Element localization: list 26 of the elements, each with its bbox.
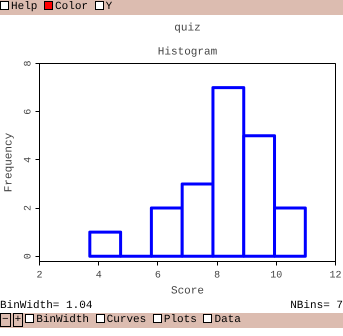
text: Data <box>214 314 241 326</box>
chart-title: quiz <box>174 22 201 34</box>
y-tick-label: 8 <box>24 60 34 66</box>
y-tick-label: 4 <box>24 156 34 163</box>
button: − <box>0 313 11 327</box>
text: Y <box>106 1 112 13</box>
text: BinWidth= 1.04 <box>0 300 92 313</box>
y-tick-label: 2 <box>24 205 34 212</box>
text: BinWidth <box>36 314 90 326</box>
x-tick-label: 4 <box>96 270 102 282</box>
x-tick-label: 10 <box>270 270 282 282</box>
text: Plots <box>164 314 197 326</box>
chart-subtitle: Histogram <box>158 46 218 58</box>
x-tick-label: 6 <box>154 270 161 282</box>
y-tick-label: 0 <box>24 253 34 260</box>
x-tick-label: 8 <box>214 270 220 282</box>
x-axis-title: Score <box>170 286 204 298</box>
x-tick-label: 12 <box>330 270 342 282</box>
text: Curves <box>106 314 146 326</box>
text: Color <box>55 1 88 13</box>
text: NBins= 7 <box>290 300 343 313</box>
x-tick-label: 2 <box>36 270 43 282</box>
y-tick-label: 6 <box>24 108 34 115</box>
button: + <box>12 313 24 327</box>
text: Help <box>11 1 38 13</box>
y-axis-title: Frequency <box>4 132 16 192</box>
